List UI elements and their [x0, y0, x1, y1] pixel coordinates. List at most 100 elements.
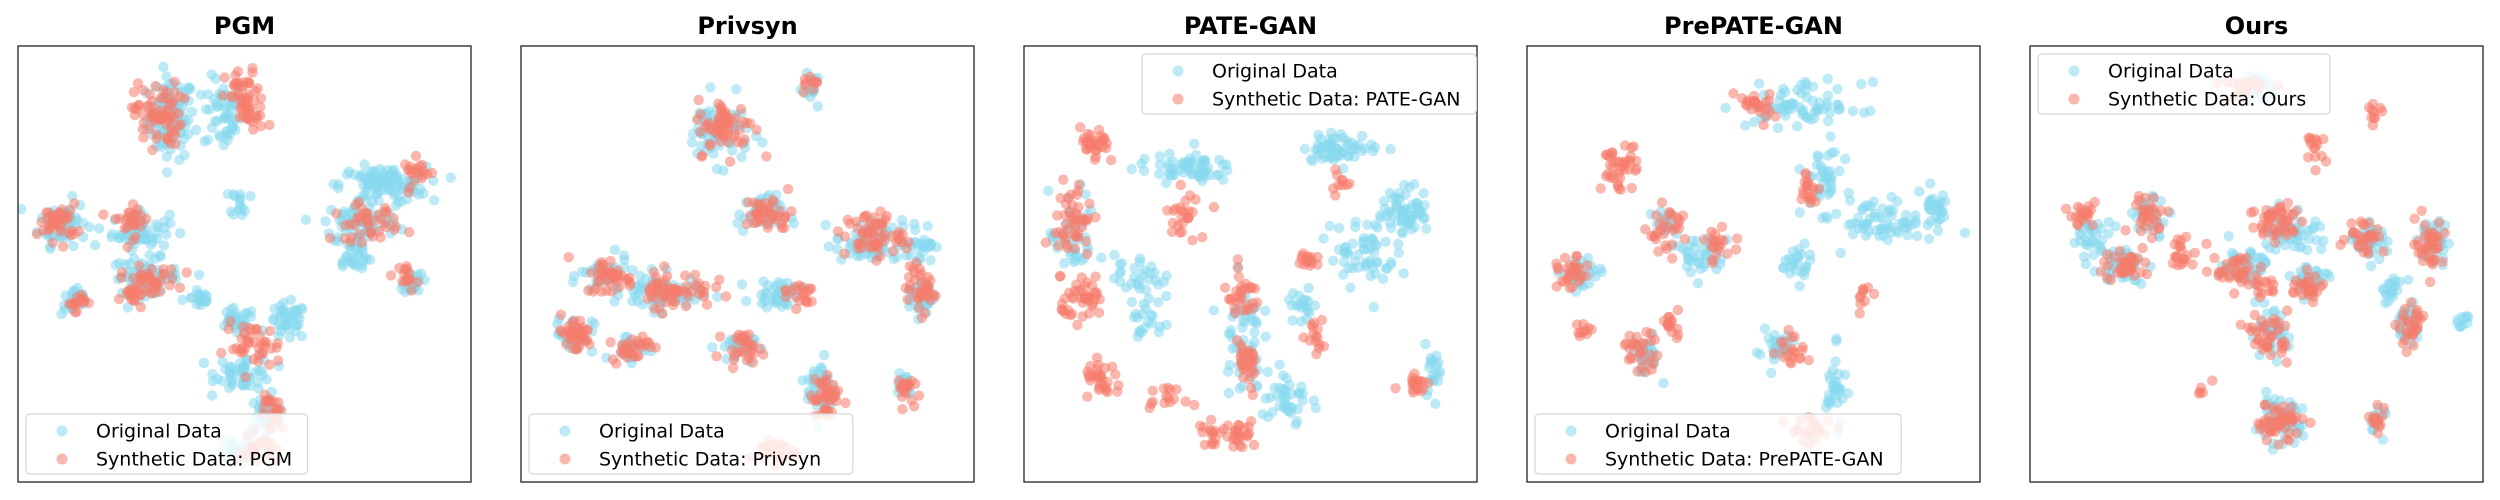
original-point	[345, 256, 357, 268]
synthetic-point	[900, 282, 911, 294]
original-point	[183, 82, 194, 93]
synthetic-point	[2286, 402, 2297, 413]
synthetic-point	[2289, 279, 2300, 290]
original-point	[1910, 218, 1921, 229]
synthetic-point	[150, 80, 161, 92]
synthetic-point	[1679, 233, 1691, 245]
synthetic-point	[1079, 281, 1090, 292]
synthetic-point	[806, 296, 817, 307]
synthetic-point	[375, 232, 386, 243]
original-point	[1189, 138, 1200, 149]
synthetic-point	[410, 163, 421, 174]
synthetic-point	[906, 375, 917, 387]
synthetic-point	[2140, 220, 2151, 232]
synthetic-point	[2378, 246, 2389, 257]
synthetic-point	[1205, 414, 1217, 426]
synthetic-point	[1093, 141, 1104, 152]
synthetic-point	[2215, 267, 2226, 278]
synthetic-point	[913, 302, 924, 313]
synthetic-point	[1650, 234, 1662, 245]
synthetic-point	[727, 362, 739, 374]
synthetic-point	[2201, 266, 2213, 277]
original-point	[1658, 378, 1669, 389]
original-point	[1380, 236, 1391, 247]
synthetic-point	[2254, 280, 2265, 292]
synthetic-point	[1230, 424, 1242, 436]
original-point	[200, 296, 211, 307]
synthetic-point	[1072, 228, 1084, 239]
synthetic-point	[1184, 190, 1196, 201]
legend-label-original: Original Data	[2108, 61, 2234, 83]
synthetic-point	[75, 289, 87, 300]
synthetic-point	[179, 93, 190, 104]
synthetic-point	[1244, 283, 1255, 294]
synthetic-point	[1242, 429, 1254, 441]
synthetic-point	[2305, 417, 2316, 428]
synthetic-point	[2372, 399, 2383, 411]
synthetic-point	[346, 232, 357, 243]
synthetic-point	[711, 351, 722, 362]
synthetic-point	[1645, 328, 1656, 339]
synthetic-point	[1418, 376, 1429, 387]
synthetic-point	[751, 208, 763, 219]
synthetic-point	[1803, 355, 1815, 366]
synthetic-point	[740, 330, 751, 341]
original-point	[150, 219, 162, 230]
original-point	[341, 169, 353, 180]
synthetic-point	[1800, 168, 1811, 179]
synthetic-point	[404, 182, 415, 193]
synthetic-point	[640, 339, 651, 351]
original-point	[191, 285, 203, 296]
synthetic-point	[811, 395, 822, 406]
synthetic-point	[1251, 297, 1263, 308]
original-point	[1886, 191, 1897, 203]
synthetic-point	[1091, 352, 1103, 363]
synthetic-point	[1106, 155, 1117, 166]
synthetic-point	[1581, 328, 1593, 340]
synthetic-point	[365, 227, 377, 238]
original-point	[1158, 276, 1170, 287]
synthetic-point	[583, 285, 594, 296]
synthetic-point	[157, 269, 168, 280]
original-point	[818, 349, 830, 361]
synthetic-point	[908, 263, 919, 274]
original-point	[1715, 258, 1726, 269]
original-point	[210, 116, 221, 127]
synthetic-point	[181, 267, 192, 278]
original-point	[1860, 230, 1872, 241]
synthetic-point	[272, 355, 284, 366]
original-point	[1338, 256, 1350, 268]
synthetic-point	[1769, 348, 1780, 359]
synthetic-point	[2137, 242, 2148, 254]
original-point	[686, 137, 698, 148]
legend-box	[25, 413, 308, 475]
synthetic-point	[741, 218, 752, 230]
legend-marker-original	[56, 425, 68, 437]
synthetic-point	[1716, 221, 1728, 232]
original-point	[1807, 95, 1818, 107]
original-point	[1393, 238, 1404, 250]
original-point	[1132, 331, 1144, 342]
original-point	[2087, 236, 2098, 247]
synthetic-point	[2367, 120, 2378, 131]
synthetic-point	[596, 286, 607, 297]
original-point	[206, 390, 218, 401]
synthetic-point	[2256, 222, 2268, 234]
synthetic-point	[2419, 220, 2430, 231]
synthetic-point	[1607, 170, 1618, 181]
original-point	[1772, 122, 1784, 134]
synthetic-point	[1314, 339, 1325, 350]
synthetic-point	[1802, 191, 1813, 203]
synthetic-point	[116, 272, 127, 283]
original-point	[239, 205, 250, 217]
original-point	[1799, 270, 1810, 281]
original-point	[1350, 221, 1361, 233]
original-point	[151, 227, 162, 239]
synthetic-point	[654, 302, 665, 314]
original-point	[727, 145, 738, 156]
synthetic-point	[887, 246, 899, 257]
synthetic-point	[31, 228, 43, 240]
synthetic-point	[897, 229, 908, 240]
